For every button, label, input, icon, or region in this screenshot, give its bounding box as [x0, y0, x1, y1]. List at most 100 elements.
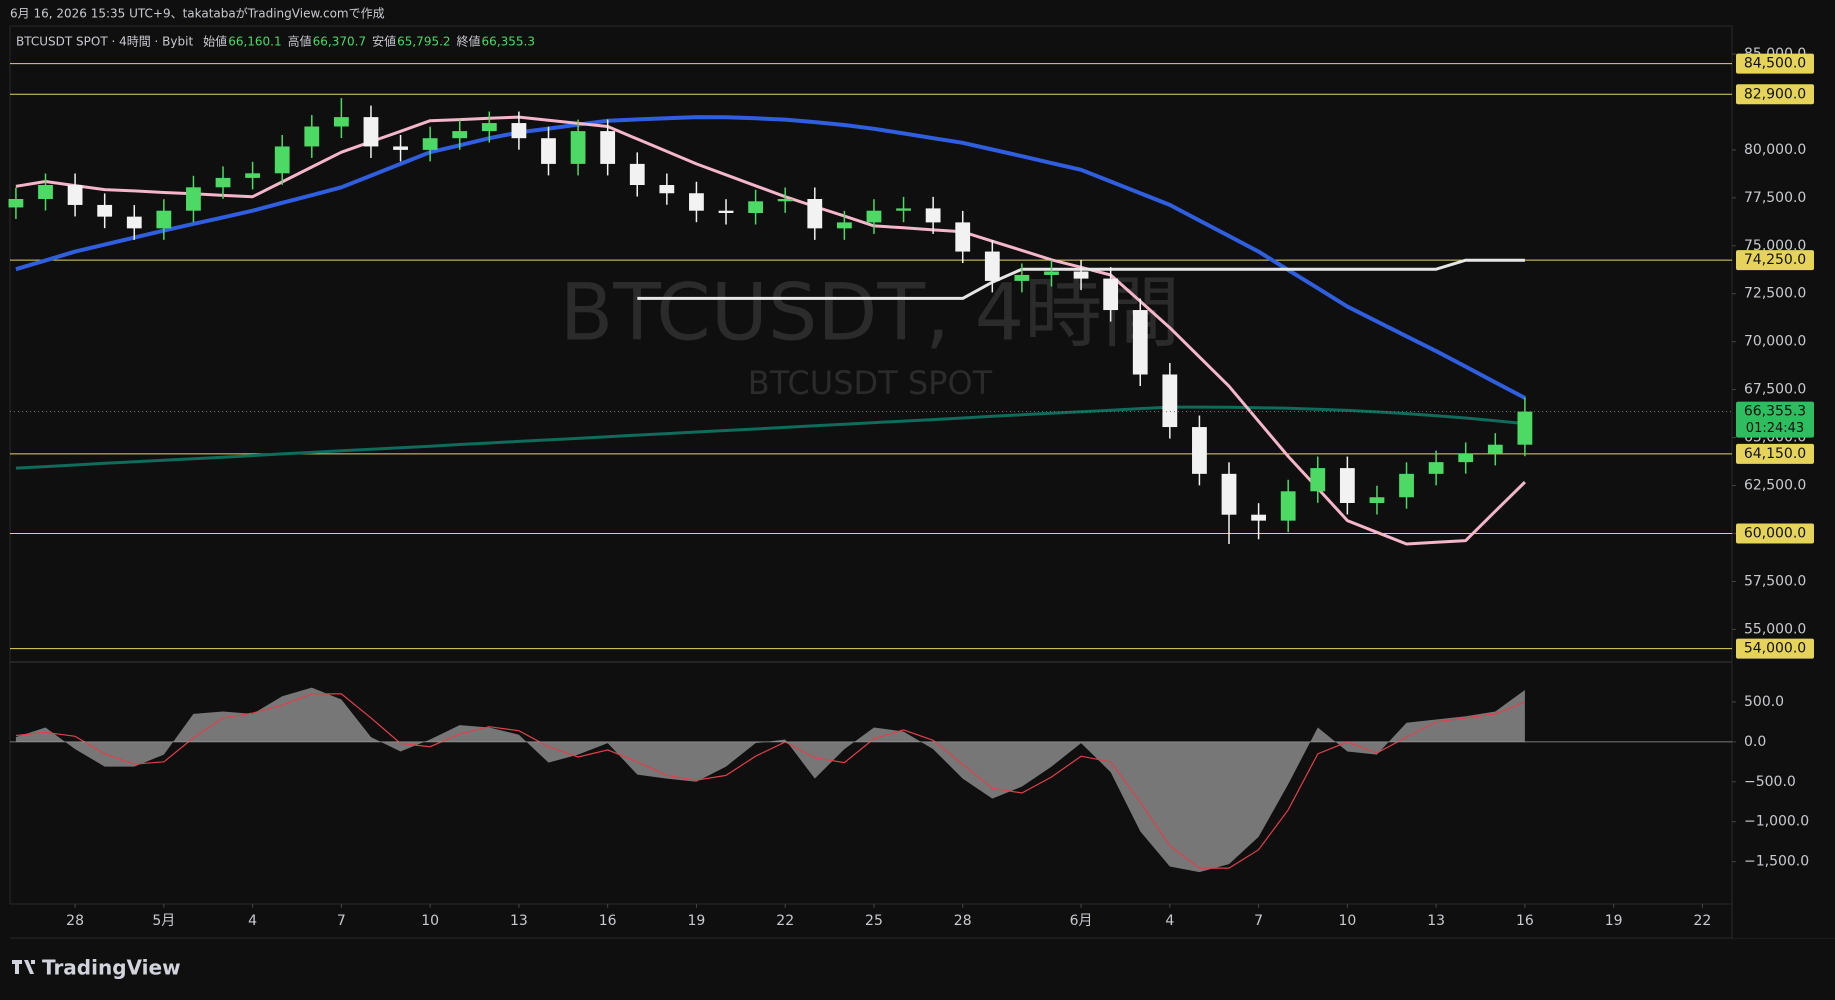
level-label-bg — [1736, 250, 1814, 271]
legend-value: 66,370.7 — [313, 35, 366, 49]
level-label-bg — [1736, 443, 1814, 464]
candle-body — [807, 199, 823, 229]
candle-body — [984, 251, 1000, 281]
candle-body — [600, 131, 616, 164]
y-tick-label: 70,000.0 — [1744, 334, 1806, 350]
x-tick-label: 10 — [421, 913, 439, 929]
y-tick-label: 55,000.0 — [1744, 621, 1806, 637]
candle-body — [215, 177, 231, 188]
watermark: BTCUSDT, 4時間 — [560, 268, 1181, 358]
candle-body — [1014, 274, 1030, 281]
y-tick-label: 67,500.0 — [1744, 382, 1806, 398]
y-tick-label: 77,500.0 — [1744, 190, 1806, 206]
candle-body — [1339, 468, 1355, 503]
level-label: 54,000.0 — [1744, 641, 1806, 657]
legend-value: 65,795.2 — [397, 35, 450, 49]
x-tick-label: 19 — [688, 913, 706, 929]
x-tick-label: 4 — [248, 913, 257, 929]
level-label: 84,500.0 — [1744, 56, 1806, 72]
symbol: BTCUSDT SPOT · 4時間 · Bybit — [16, 35, 193, 49]
candle-body — [748, 201, 764, 214]
candle-body — [422, 138, 438, 150]
candle-body — [570, 131, 586, 164]
candle-body — [67, 185, 83, 205]
candle-body — [1369, 497, 1385, 503]
x-tick-label: 28 — [954, 913, 972, 929]
candle-body — [333, 117, 349, 127]
x-tick-label: 7 — [337, 913, 346, 929]
candle-body — [925, 208, 941, 223]
candle-body — [1458, 453, 1474, 463]
legend-value: 66,355.3 — [482, 35, 535, 49]
candle-body — [1132, 310, 1148, 375]
candle-body — [541, 138, 556, 164]
y-tick-label: 62,500.0 — [1744, 478, 1806, 494]
level-label-bg — [1736, 53, 1814, 74]
x-tick-label: 6月 — [1070, 913, 1093, 929]
brand: TradingView — [42, 956, 181, 980]
candle-body — [836, 222, 852, 229]
candle-body — [481, 123, 497, 132]
candle-body — [245, 173, 261, 178]
x-tick-label: 16 — [599, 913, 617, 929]
signal-line — [15, 693, 1526, 869]
osc-tick-label: −1,500.0 — [1744, 854, 1809, 870]
x-tick-label: 22 — [776, 913, 794, 929]
level-label-bg — [1736, 84, 1814, 105]
x-tick-label: 10 — [1338, 913, 1356, 929]
x-tick-label: 7 — [1254, 913, 1263, 929]
candle-body — [97, 204, 113, 217]
level-label: 60,000.0 — [1744, 525, 1806, 541]
candle-body — [777, 199, 793, 202]
indicator-line — [15, 405, 1526, 470]
candle-body — [629, 163, 645, 185]
level-label-bg — [1736, 523, 1814, 544]
candle-body — [1162, 374, 1178, 428]
candle-body — [1073, 271, 1089, 279]
level-label: 64,150.0 — [1744, 446, 1806, 462]
level-label: 82,900.0 — [1744, 86, 1806, 102]
brand-logo — [12, 960, 35, 974]
price-label: 66,355.3 — [1744, 404, 1806, 420]
header: 6月 16, 2026 15:35 UTC+9、takatabaがTrading… — [10, 6, 385, 21]
candle-body — [8, 199, 24, 208]
y-tick-label: 72,500.0 — [1744, 286, 1806, 302]
candle-body — [866, 210, 882, 223]
candle-body — [274, 146, 290, 174]
countdown: 01:24:43 — [1746, 421, 1804, 436]
x-tick-label: 13 — [1427, 913, 1445, 929]
candle-body — [363, 117, 379, 147]
candle-body — [156, 210, 172, 229]
legend-label: 高値 — [288, 34, 312, 49]
candle-body — [186, 187, 201, 211]
candle-body — [393, 146, 408, 150]
legend-value: 66,160.1 — [228, 35, 281, 49]
osc-tick-label: −1,000.0 — [1744, 814, 1809, 830]
candle-body — [1517, 411, 1533, 445]
candle-body — [126, 216, 142, 229]
candle-body — [896, 208, 911, 211]
osc-tick-label: 0.0 — [1744, 734, 1766, 750]
candle-body — [38, 185, 53, 200]
candle-body — [1487, 444, 1503, 454]
x-tick-label: 28 — [66, 913, 84, 929]
candle-body — [452, 131, 468, 139]
candle-body — [1221, 473, 1237, 515]
indicator-line — [15, 115, 1526, 546]
x-tick-label: 5月 — [152, 913, 175, 929]
plot-frame — [9, 25, 1733, 905]
y-tick-label: 57,500.0 — [1744, 573, 1806, 589]
x-tick-label: 22 — [1693, 913, 1711, 929]
candle-body — [718, 210, 734, 214]
candle-body — [1310, 468, 1326, 492]
candle-body — [955, 222, 971, 252]
level-label-bg — [1736, 638, 1814, 659]
x-tick-label: 25 — [865, 913, 883, 929]
candle-body — [1428, 462, 1444, 474]
x-tick-label: 13 — [510, 913, 528, 929]
candle-body — [511, 123, 527, 139]
legend-label: 始値 — [203, 34, 227, 49]
y-tick-label: 75,000.0 — [1744, 238, 1806, 254]
